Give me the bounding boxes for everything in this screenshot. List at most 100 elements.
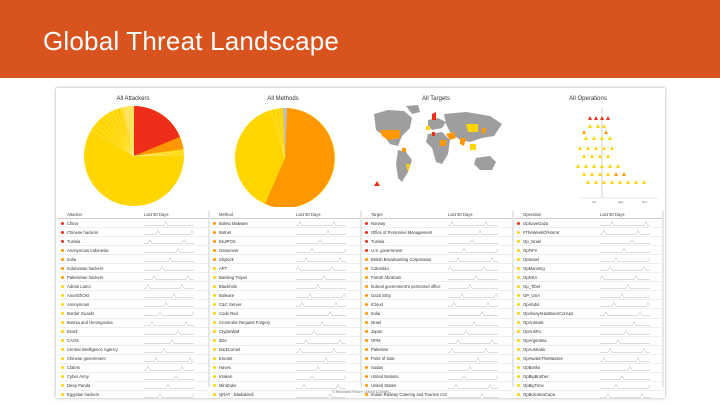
table-row[interactable]: dDo (210, 337, 360, 346)
table-row[interactable]: Gaza Strip (362, 291, 512, 301)
row-label[interactable]: CryptoWall (219, 329, 240, 335)
row-label[interactable]: Israel (371, 320, 382, 326)
table-row[interactable]: Central Intelligence Agency (58, 346, 208, 355)
map-south-america[interactable] (396, 150, 412, 182)
row-label[interactable]: Blackhole (219, 283, 238, 289)
map-greenland[interactable] (406, 105, 420, 114)
row-label[interactable]: DarkComet (219, 347, 241, 353)
map-australia[interactable] (474, 156, 496, 170)
table-row[interactable]: Botnet (210, 228, 360, 238)
map-japan[interactable] (482, 128, 486, 134)
row-label[interactable]: China (67, 220, 78, 226)
targets-world-map[interactable] (366, 102, 511, 207)
table-row[interactable]: Banking Trojan (210, 273, 360, 283)
map-colombia[interactable] (402, 148, 406, 152)
table-row[interactable]: BrutPOS (210, 237, 360, 247)
operation-marker[interactable] (582, 130, 586, 134)
row-label[interactable]: Sudan (371, 365, 384, 371)
table-row[interactable]: iCloud (362, 300, 512, 310)
table-row[interactable]: MiniDuke (210, 382, 360, 391)
operation-marker[interactable] (606, 172, 610, 176)
row-label[interactable]: Cross-site Request Forgery (219, 320, 271, 326)
table-row[interactable]: Colombia (362, 264, 512, 274)
map-brazil[interactable] (406, 164, 410, 172)
target-column-header[interactable]: Target (371, 212, 383, 217)
table-row[interactable]: Palestinian hackers (58, 273, 208, 283)
row-label[interactable]: Emotet (219, 356, 233, 362)
row-label[interactable]: #TheWeekOfHorror (523, 229, 560, 235)
map-usa[interactable] (380, 130, 400, 140)
map-china[interactable] (466, 124, 478, 132)
table-row[interactable]: Anonymous Indonesia (58, 246, 208, 256)
operation-marker[interactable] (602, 146, 606, 150)
table-row[interactable]: Boleto Malware (210, 219, 360, 229)
row-label[interactable]: CAOS (67, 338, 79, 344)
table-row[interactable]: India (362, 309, 512, 319)
operation-marker[interactable] (578, 146, 582, 150)
operation-marker[interactable] (618, 180, 622, 184)
operation-marker[interactable] (642, 180, 646, 184)
table-row[interactable]: CryptoWall (210, 328, 360, 337)
row-label[interactable]: Indonesian hackers (67, 265, 104, 271)
row-label[interactable]: njRAT - Bladabindi (219, 392, 254, 398)
operation-marker[interactable] (576, 164, 580, 168)
table-row[interactable]: OP_USA (514, 291, 664, 301)
operation-marker[interactable] (594, 116, 598, 120)
row-label[interactable]: iCloud (371, 302, 383, 308)
row-label[interactable]: Farrah Abraham (371, 274, 402, 280)
table-row[interactable]: British Broadcasting Corporation (362, 255, 512, 265)
table-row[interactable]: Havex (210, 364, 360, 373)
table-row[interactable]: OpAnimals (514, 319, 664, 328)
row-label[interactable]: Claims (67, 365, 80, 371)
table-row[interactable]: Egyptian hackers (58, 391, 208, 398)
operation-marker[interactable] (626, 180, 630, 184)
row-label[interactable]: OpAwakeTheMasses (523, 356, 563, 362)
row-label[interactable]: Anonymous (67, 302, 90, 308)
table-row[interactable]: Gameover (210, 246, 360, 256)
row-label[interactable]: OpSaveGaza (523, 220, 549, 226)
table-row[interactable]: U.S. government (362, 246, 512, 256)
row-label[interactable]: Bolware (219, 292, 235, 298)
row-label[interactable]: OpAbdol (523, 302, 540, 308)
table-row[interactable]: Shylock (210, 255, 360, 265)
table-row[interactable]: Cross-site Request Forgery (210, 319, 360, 328)
row-label[interactable]: Norway (371, 220, 386, 226)
methods-scrollbar[interactable] (360, 211, 362, 387)
operation-marker[interactable] (588, 124, 592, 128)
table-row[interactable]: Anonymous (58, 300, 208, 310)
operation-marker[interactable] (600, 136, 604, 140)
operation-marker[interactable] (594, 180, 598, 184)
table-row[interactable]: Farrah Abraham (362, 273, 512, 283)
row-label[interactable]: OpBigTime (523, 383, 544, 389)
table-row[interactable]: Emotet (210, 355, 360, 364)
table-row[interactable]: Tunisia (58, 237, 208, 247)
row-label[interactable]: OpNSA (523, 274, 538, 280)
table-row[interactable]: Deep Panda (58, 382, 208, 391)
map-spain[interactable] (426, 126, 430, 130)
row-label[interactable]: India (67, 256, 77, 262)
row-label[interactable]: OpBoicoteaCopa (523, 392, 555, 398)
row-label[interactable]: Cyber Army (67, 374, 89, 380)
row-label[interactable]: Palestinian hackers (67, 274, 104, 280)
table-row[interactable]: OpSaveGaza (514, 219, 664, 229)
row-label[interactable]: Banking Trojan (219, 274, 247, 280)
table-row[interactable]: #TheWeekOfHorror (514, 228, 664, 238)
row-label[interactable]: United States (371, 383, 397, 389)
map-indonesia[interactable] (470, 144, 476, 150)
last-60-days-header[interactable]: Last 60 Days (448, 212, 473, 217)
attackers-pie-chart[interactable] (72, 102, 196, 207)
row-label[interactable]: Office of Personnel Management (371, 229, 433, 235)
row-label[interactable]: AnonGhOst (67, 292, 89, 298)
row-label[interactable]: India (371, 311, 381, 317)
row-label[interactable]: Deep Panda (67, 383, 91, 389)
operation-marker[interactable] (592, 164, 596, 168)
row-label[interactable]: OpAlwaysHasBeenCorrupt (523, 311, 574, 317)
operation-marker[interactable] (598, 154, 602, 158)
attackers-scrollbar[interactable] (208, 211, 210, 387)
table-row[interactable]: Bolware (210, 291, 360, 301)
row-label[interactable]: OPM (371, 338, 381, 344)
row-label[interactable]: United Nations (371, 374, 399, 380)
table-row[interactable]: OpAlwaysHasBeenCorrupt (514, 309, 664, 319)
row-label[interactable]: Boleto Malware (219, 220, 248, 226)
operation-marker[interactable] (598, 172, 602, 176)
